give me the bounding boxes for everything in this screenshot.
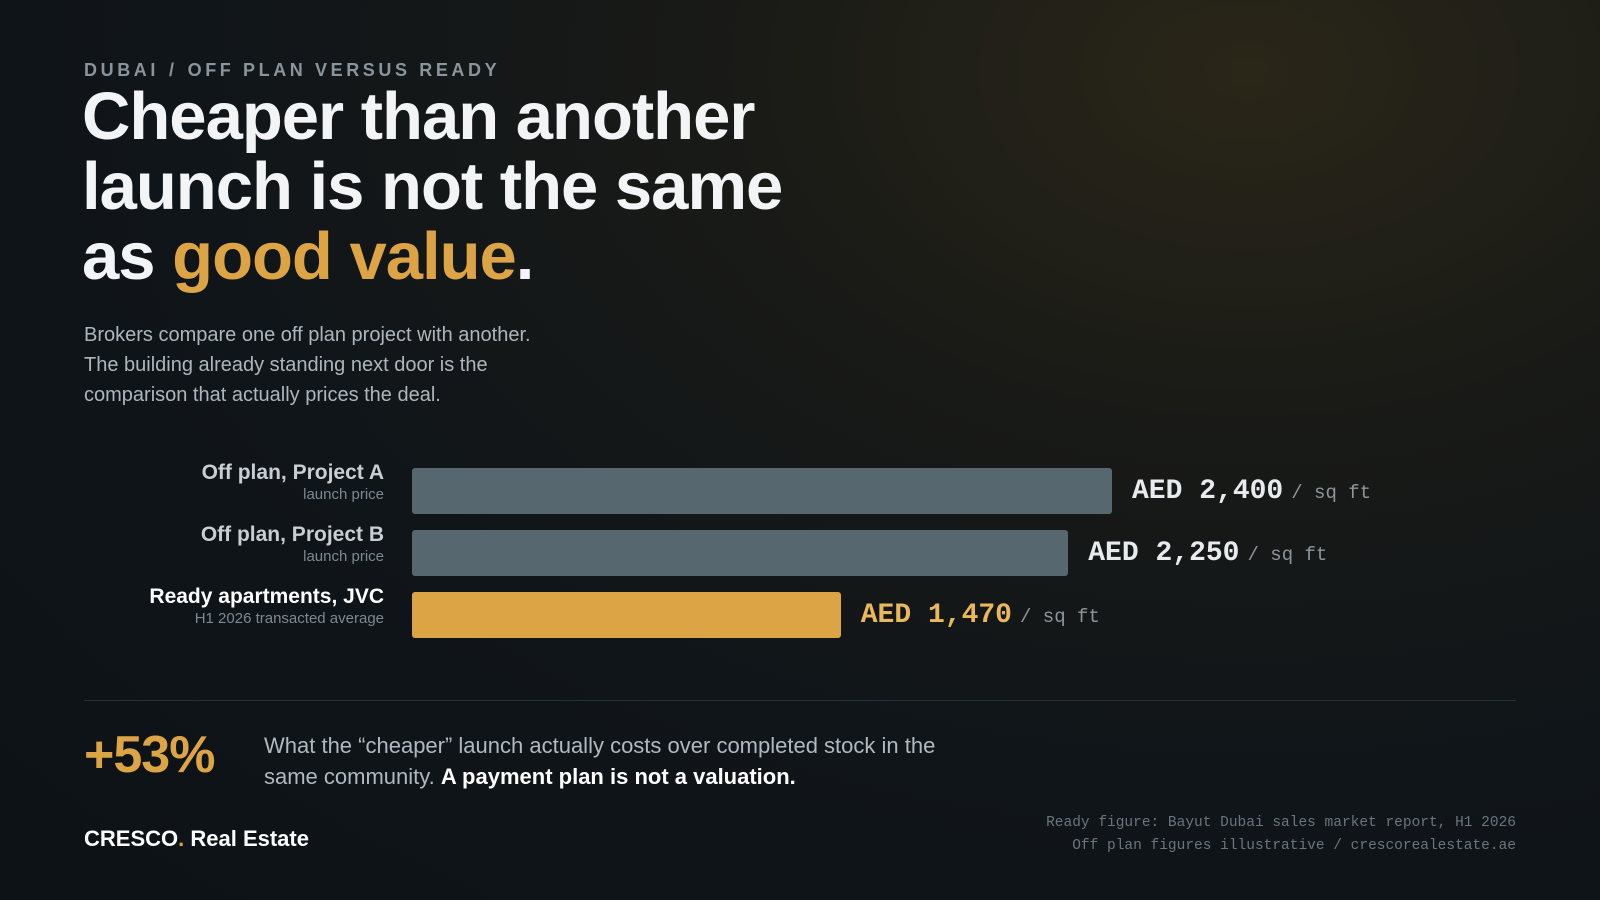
brand-suffix: Real Estate <box>184 826 309 851</box>
value-number: AED 2,250 <box>1088 538 1240 569</box>
stat-emphasis: A payment plan is not a valuation. <box>440 764 796 789</box>
brand-dot: . <box>178 826 185 851</box>
bar-label: Off plan, Project B launch price <box>201 522 384 566</box>
eyebrow-topic: OFF PLAN VERSUS READY <box>187 60 501 80</box>
bar <box>412 592 841 638</box>
category-sublabel: launch price <box>303 548 384 565</box>
headline-period: . <box>515 219 535 294</box>
source-line-2: Off plan figures illustrative / crescore… <box>1072 838 1516 854</box>
bar-row: Off plan, Project B launch price AED 2,250… <box>0 522 1600 576</box>
eyebrow-separator: / <box>169 60 178 80</box>
stat-explanation: What the “cheaper” launch actually costs… <box>264 730 984 792</box>
source-note: Ready figure: Bayut Dubai sales market r… <box>1046 812 1516 858</box>
headline-line-3-prefix: as <box>82 219 173 294</box>
eyebrow: DUBAI / OFF PLAN VERSUS READY <box>84 60 500 81</box>
category-label: Off plan, Project A <box>201 461 384 484</box>
value-number: AED 2,400 <box>1132 476 1284 507</box>
value-label: AED 1,470 / sq ft <box>861 600 1100 631</box>
source-line-1: Ready figure: Bayut Dubai sales market r… <box>1046 815 1516 831</box>
headline-accent: good value <box>172 219 517 294</box>
brand-name: CRESCO <box>84 826 179 851</box>
bar-row: Off plan, Project A launch price AED 2,400… <box>0 460 1600 514</box>
lede-paragraph: Brokers compare one off plan project wit… <box>84 324 531 406</box>
bar <box>412 468 1112 514</box>
headline-line-2: launch is not the same <box>82 149 783 224</box>
big-stat-value: +53% <box>84 726 215 784</box>
divider <box>84 700 1516 701</box>
value-label: AED 2,400 / sq ft <box>1132 476 1371 507</box>
headline: Cheaper than another launch is not the s… <box>82 79 783 294</box>
eyebrow-region: DUBAI <box>84 60 159 80</box>
bar-label: Off plan, Project A launch price <box>202 460 384 504</box>
bar-row: Ready apartments, JVC H1 2026 transacted … <box>0 584 1600 638</box>
category-label: Off plan, Project B <box>200 523 384 546</box>
bar <box>412 530 1069 576</box>
headline-line-1: Cheaper than another <box>82 79 755 154</box>
bar-label: Ready apartments, JVC H1 2026 transacted … <box>149 584 384 628</box>
category-sublabel: H1 2026 transacted average <box>194 610 384 627</box>
stat-text: What the “cheaper” launch actually costs… <box>264 733 936 789</box>
value-unit: / sq ft <box>1247 544 1328 566</box>
value-unit: / sq ft <box>1019 606 1100 628</box>
brand-logo: CRESCO. Real Estate <box>84 826 309 852</box>
category-sublabel: launch price <box>303 486 384 503</box>
value-number: AED 1,470 <box>860 600 1012 631</box>
value-unit: / sq ft <box>1291 482 1372 504</box>
category-label: Ready apartments, JVC <box>149 585 384 608</box>
value-label: AED 2,250 / sq ft <box>1088 538 1327 569</box>
